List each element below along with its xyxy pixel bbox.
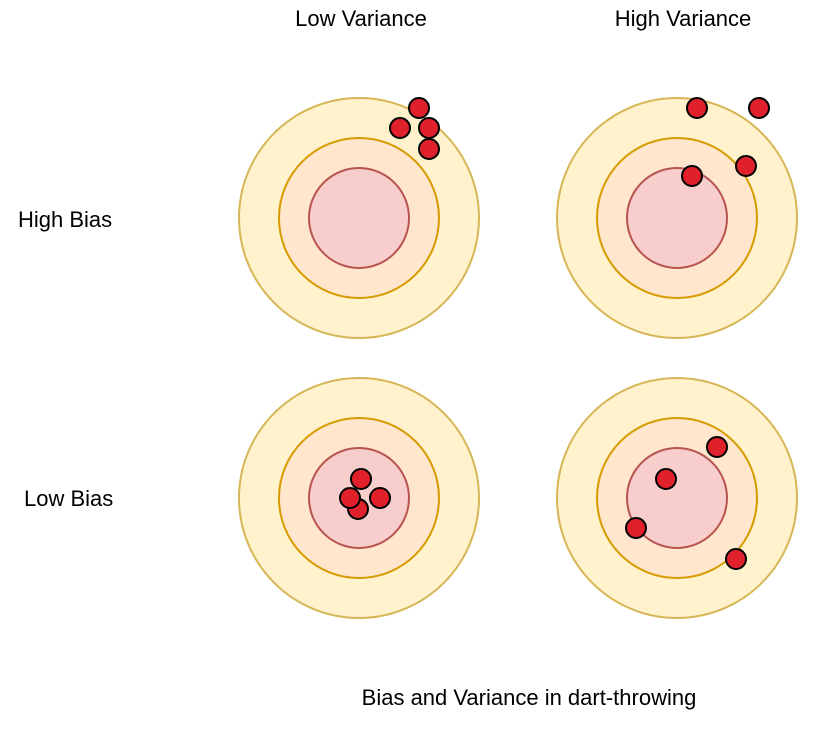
column-label-high-variance: High Variance [614, 6, 752, 31]
dart [681, 165, 703, 187]
dart [408, 97, 430, 119]
dart [735, 155, 757, 177]
dart [369, 487, 391, 509]
dart [686, 97, 708, 119]
row-label-low-bias: Low Bias [24, 486, 114, 511]
diagram-caption: Bias and Variance in dart-throwing [361, 685, 697, 710]
column-label-low-variance: Low Variance [295, 6, 427, 31]
dart [655, 468, 677, 490]
target-high-bias-high-variance [556, 97, 798, 339]
dart [625, 517, 647, 539]
dart [339, 487, 361, 509]
dart [725, 548, 747, 570]
row-label-high-bias: High Bias [18, 207, 113, 232]
target-high-bias-low-variance [238, 97, 480, 339]
dart [418, 138, 440, 160]
dart [389, 117, 411, 139]
bullseye [308, 167, 410, 269]
bullseye [626, 167, 728, 269]
dart [418, 117, 440, 139]
dart [350, 468, 372, 490]
target-low-bias-low-variance [238, 377, 480, 619]
dart [706, 436, 728, 458]
dart [748, 97, 770, 119]
bullseye [626, 447, 728, 549]
target-low-bias-high-variance [556, 377, 798, 619]
